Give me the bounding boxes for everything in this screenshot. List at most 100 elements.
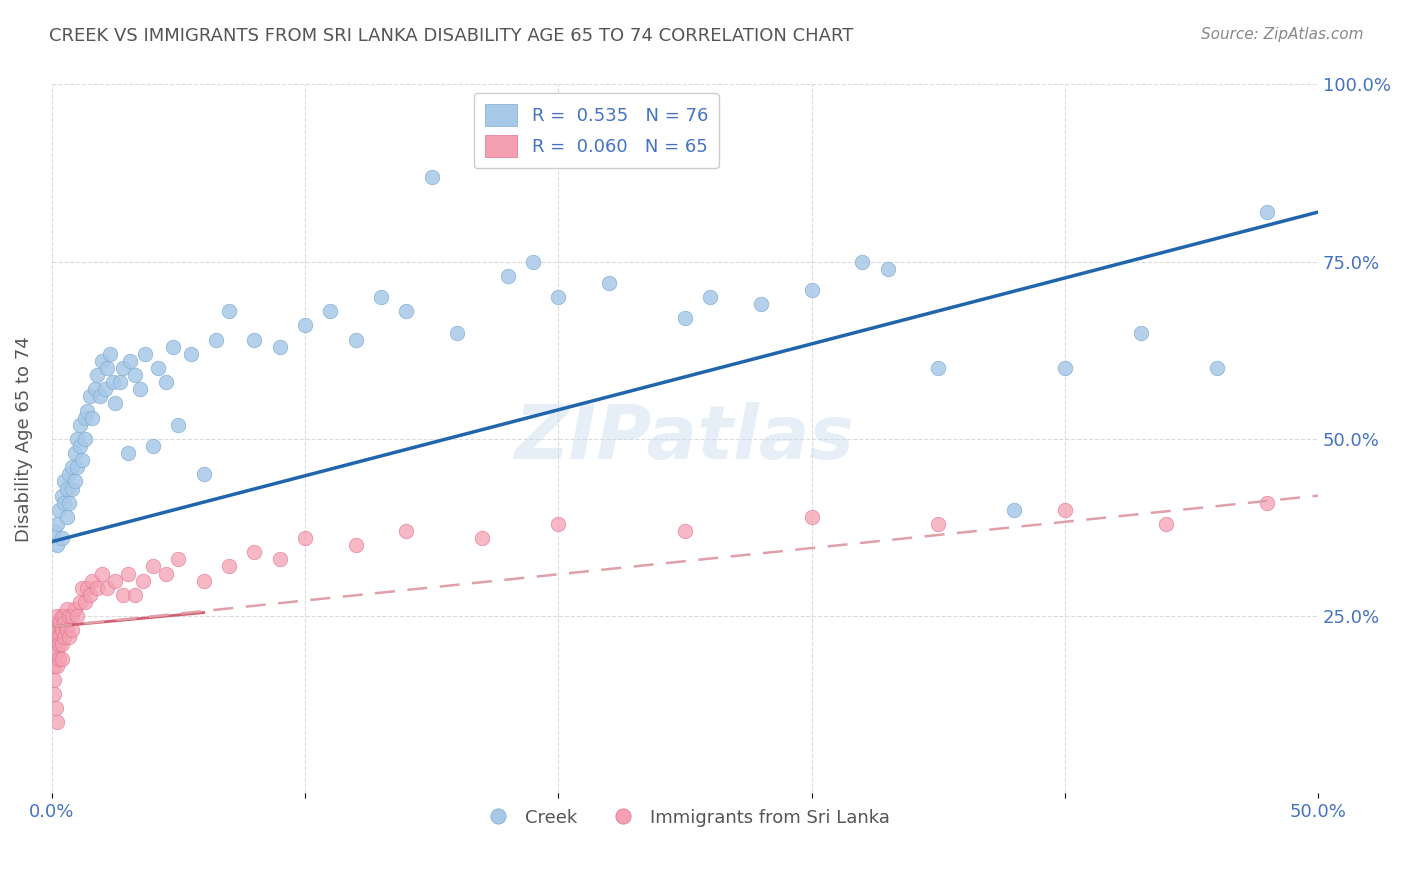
Point — [44, 616, 66, 631]
Point — [124, 368, 146, 383]
Point — [243, 333, 266, 347]
Point — [53, 616, 76, 631]
Point — [86, 581, 108, 595]
Point — [673, 311, 696, 326]
Point — [89, 389, 111, 403]
Point — [51, 531, 73, 545]
Point — [69, 439, 91, 453]
Point — [1154, 516, 1177, 531]
Point — [155, 375, 177, 389]
Point — [48, 631, 70, 645]
Point — [45, 658, 67, 673]
Point — [73, 432, 96, 446]
Point — [63, 475, 86, 489]
Text: CREEK VS IMMIGRANTS FROM SRI LANKA DISABILITY AGE 65 TO 74 CORRELATION CHART: CREEK VS IMMIGRANTS FROM SRI LANKA DISAB… — [49, 27, 853, 45]
Point — [117, 446, 139, 460]
Point — [70, 581, 93, 595]
Point — [395, 304, 418, 318]
Point — [48, 616, 70, 631]
Point — [45, 538, 67, 552]
Point — [104, 574, 127, 588]
Point — [98, 347, 121, 361]
Point — [53, 631, 76, 645]
Point — [319, 304, 342, 318]
Point — [44, 644, 66, 658]
Point — [218, 304, 240, 318]
Text: Source: ZipAtlas.com: Source: ZipAtlas.com — [1201, 27, 1364, 42]
Point — [162, 340, 184, 354]
Point — [91, 566, 114, 581]
Point — [1256, 496, 1278, 510]
Point — [269, 340, 291, 354]
Point — [1129, 326, 1152, 340]
Point — [142, 559, 165, 574]
Point — [69, 417, 91, 432]
Point — [134, 347, 156, 361]
Y-axis label: Disability Age 65 to 74: Disability Age 65 to 74 — [15, 336, 32, 541]
Point — [45, 715, 67, 730]
Point — [344, 538, 367, 552]
Point — [56, 624, 79, 638]
Point — [69, 595, 91, 609]
Point — [193, 467, 215, 482]
Point — [60, 609, 83, 624]
Point — [927, 361, 949, 376]
Point — [1002, 503, 1025, 517]
Point — [167, 552, 190, 566]
Point — [420, 169, 443, 184]
Point — [44, 638, 66, 652]
Point — [218, 559, 240, 574]
Point — [1256, 205, 1278, 219]
Point — [53, 496, 76, 510]
Point — [108, 375, 131, 389]
Point — [60, 482, 83, 496]
Point — [56, 482, 79, 496]
Point — [45, 609, 67, 624]
Point — [45, 516, 67, 531]
Point — [82, 574, 104, 588]
Point — [44, 524, 66, 538]
Point — [51, 624, 73, 638]
Point — [73, 410, 96, 425]
Point — [66, 609, 89, 624]
Point — [45, 644, 67, 658]
Point — [60, 460, 83, 475]
Point — [53, 475, 76, 489]
Point — [83, 382, 105, 396]
Point — [205, 333, 228, 347]
Point — [48, 651, 70, 665]
Point — [111, 588, 134, 602]
Point — [446, 326, 468, 340]
Point — [104, 396, 127, 410]
Point — [1053, 503, 1076, 517]
Point — [294, 318, 316, 333]
Point — [800, 283, 823, 297]
Point — [120, 354, 142, 368]
Point — [167, 417, 190, 432]
Point — [547, 290, 569, 304]
Point — [51, 489, 73, 503]
Point — [76, 581, 98, 595]
Point — [63, 446, 86, 460]
Legend: Creek, Immigrants from Sri Lanka: Creek, Immigrants from Sri Lanka — [472, 802, 897, 834]
Point — [58, 631, 80, 645]
Point — [101, 375, 124, 389]
Point — [749, 297, 772, 311]
Point — [496, 268, 519, 283]
Point — [91, 354, 114, 368]
Point — [42, 687, 65, 701]
Point — [79, 588, 101, 602]
Point — [927, 516, 949, 531]
Point — [124, 588, 146, 602]
Point — [129, 382, 152, 396]
Point — [48, 638, 70, 652]
Point — [193, 574, 215, 588]
Point — [51, 638, 73, 652]
Point — [395, 524, 418, 538]
Point — [800, 509, 823, 524]
Point — [117, 566, 139, 581]
Point — [44, 658, 66, 673]
Point — [58, 609, 80, 624]
Point — [66, 432, 89, 446]
Point — [45, 624, 67, 638]
